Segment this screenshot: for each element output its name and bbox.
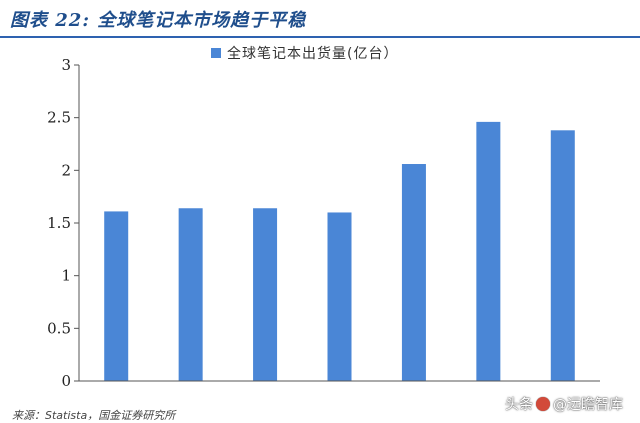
title-bar: 图表 22: 全球笔记本市场趋于平稳 (0, 0, 640, 38)
y-tick-label: 3 (61, 56, 71, 74)
bar-chart: 00.511.522.53201620172018201920202021 (47, 56, 600, 390)
bar (401, 164, 426, 381)
bar (253, 208, 278, 381)
bar (327, 212, 352, 381)
bar (550, 130, 575, 381)
bar (178, 208, 203, 381)
y-tick-label: 0 (61, 372, 71, 390)
y-tick-label: 2.5 (47, 109, 71, 127)
source-note: 来源：Statista，国金证券研究所 (12, 409, 176, 422)
chart-title: 图表 22: 全球笔记本市场趋于平稳 (10, 10, 307, 31)
legend-label: 全球笔记本出货量(亿台） (227, 46, 399, 62)
y-tick-label: 1.5 (47, 214, 71, 232)
watermark-prefix: 头条 (505, 397, 533, 413)
watermark: 头条 @远瞻智库 (505, 393, 623, 415)
y-tick-label: 1 (61, 267, 71, 285)
watermark-handle: @远瞻智库 (553, 397, 623, 413)
y-tick-label: 2 (61, 161, 71, 179)
chart-legend: 全球笔记本出货量(亿台） (211, 43, 398, 63)
y-tick-label: 0.5 (47, 319, 71, 337)
legend-swatch (211, 48, 221, 58)
bar (476, 121, 501, 381)
title-underline (0, 36, 640, 38)
watermark-avatar-icon (536, 397, 550, 411)
bar (104, 211, 129, 381)
